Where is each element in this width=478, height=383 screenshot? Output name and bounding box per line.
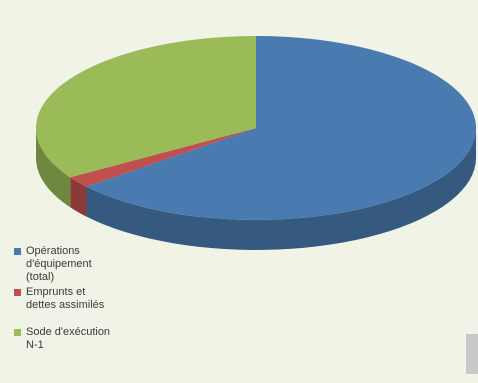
legend-item-emprunts: Emprunts et dettes assimilés: [14, 286, 204, 312]
pie-slice-side-0: [86, 128, 477, 250]
pie-slice-0: [86, 36, 477, 220]
pie-slice-1: [70, 128, 256, 187]
legend-label-emprunts: Emprunts et dettes assimilés: [26, 286, 105, 311]
corner-scroll-box: [466, 334, 478, 374]
legend-swatch-solde: [14, 329, 21, 336]
legend-swatch-emprunts: [14, 289, 21, 296]
legend-item-solde: Sode d'exécution N-1: [14, 326, 204, 352]
pie-slice-side-2: [36, 128, 71, 208]
legend-label-operations: Opérations d'équipement (total): [26, 245, 92, 283]
legend-swatch-operations: [14, 248, 21, 255]
legend-label-solde: Sode d'exécution N-1: [26, 326, 111, 351]
pie-slice-side-1: [70, 177, 87, 217]
pie-slice-2: [35, 36, 257, 178]
legend-item-operations: Opérations d'équipement (total): [14, 245, 204, 284]
legend: Opérations d'équipement (total) Emprunts…: [14, 245, 204, 354]
